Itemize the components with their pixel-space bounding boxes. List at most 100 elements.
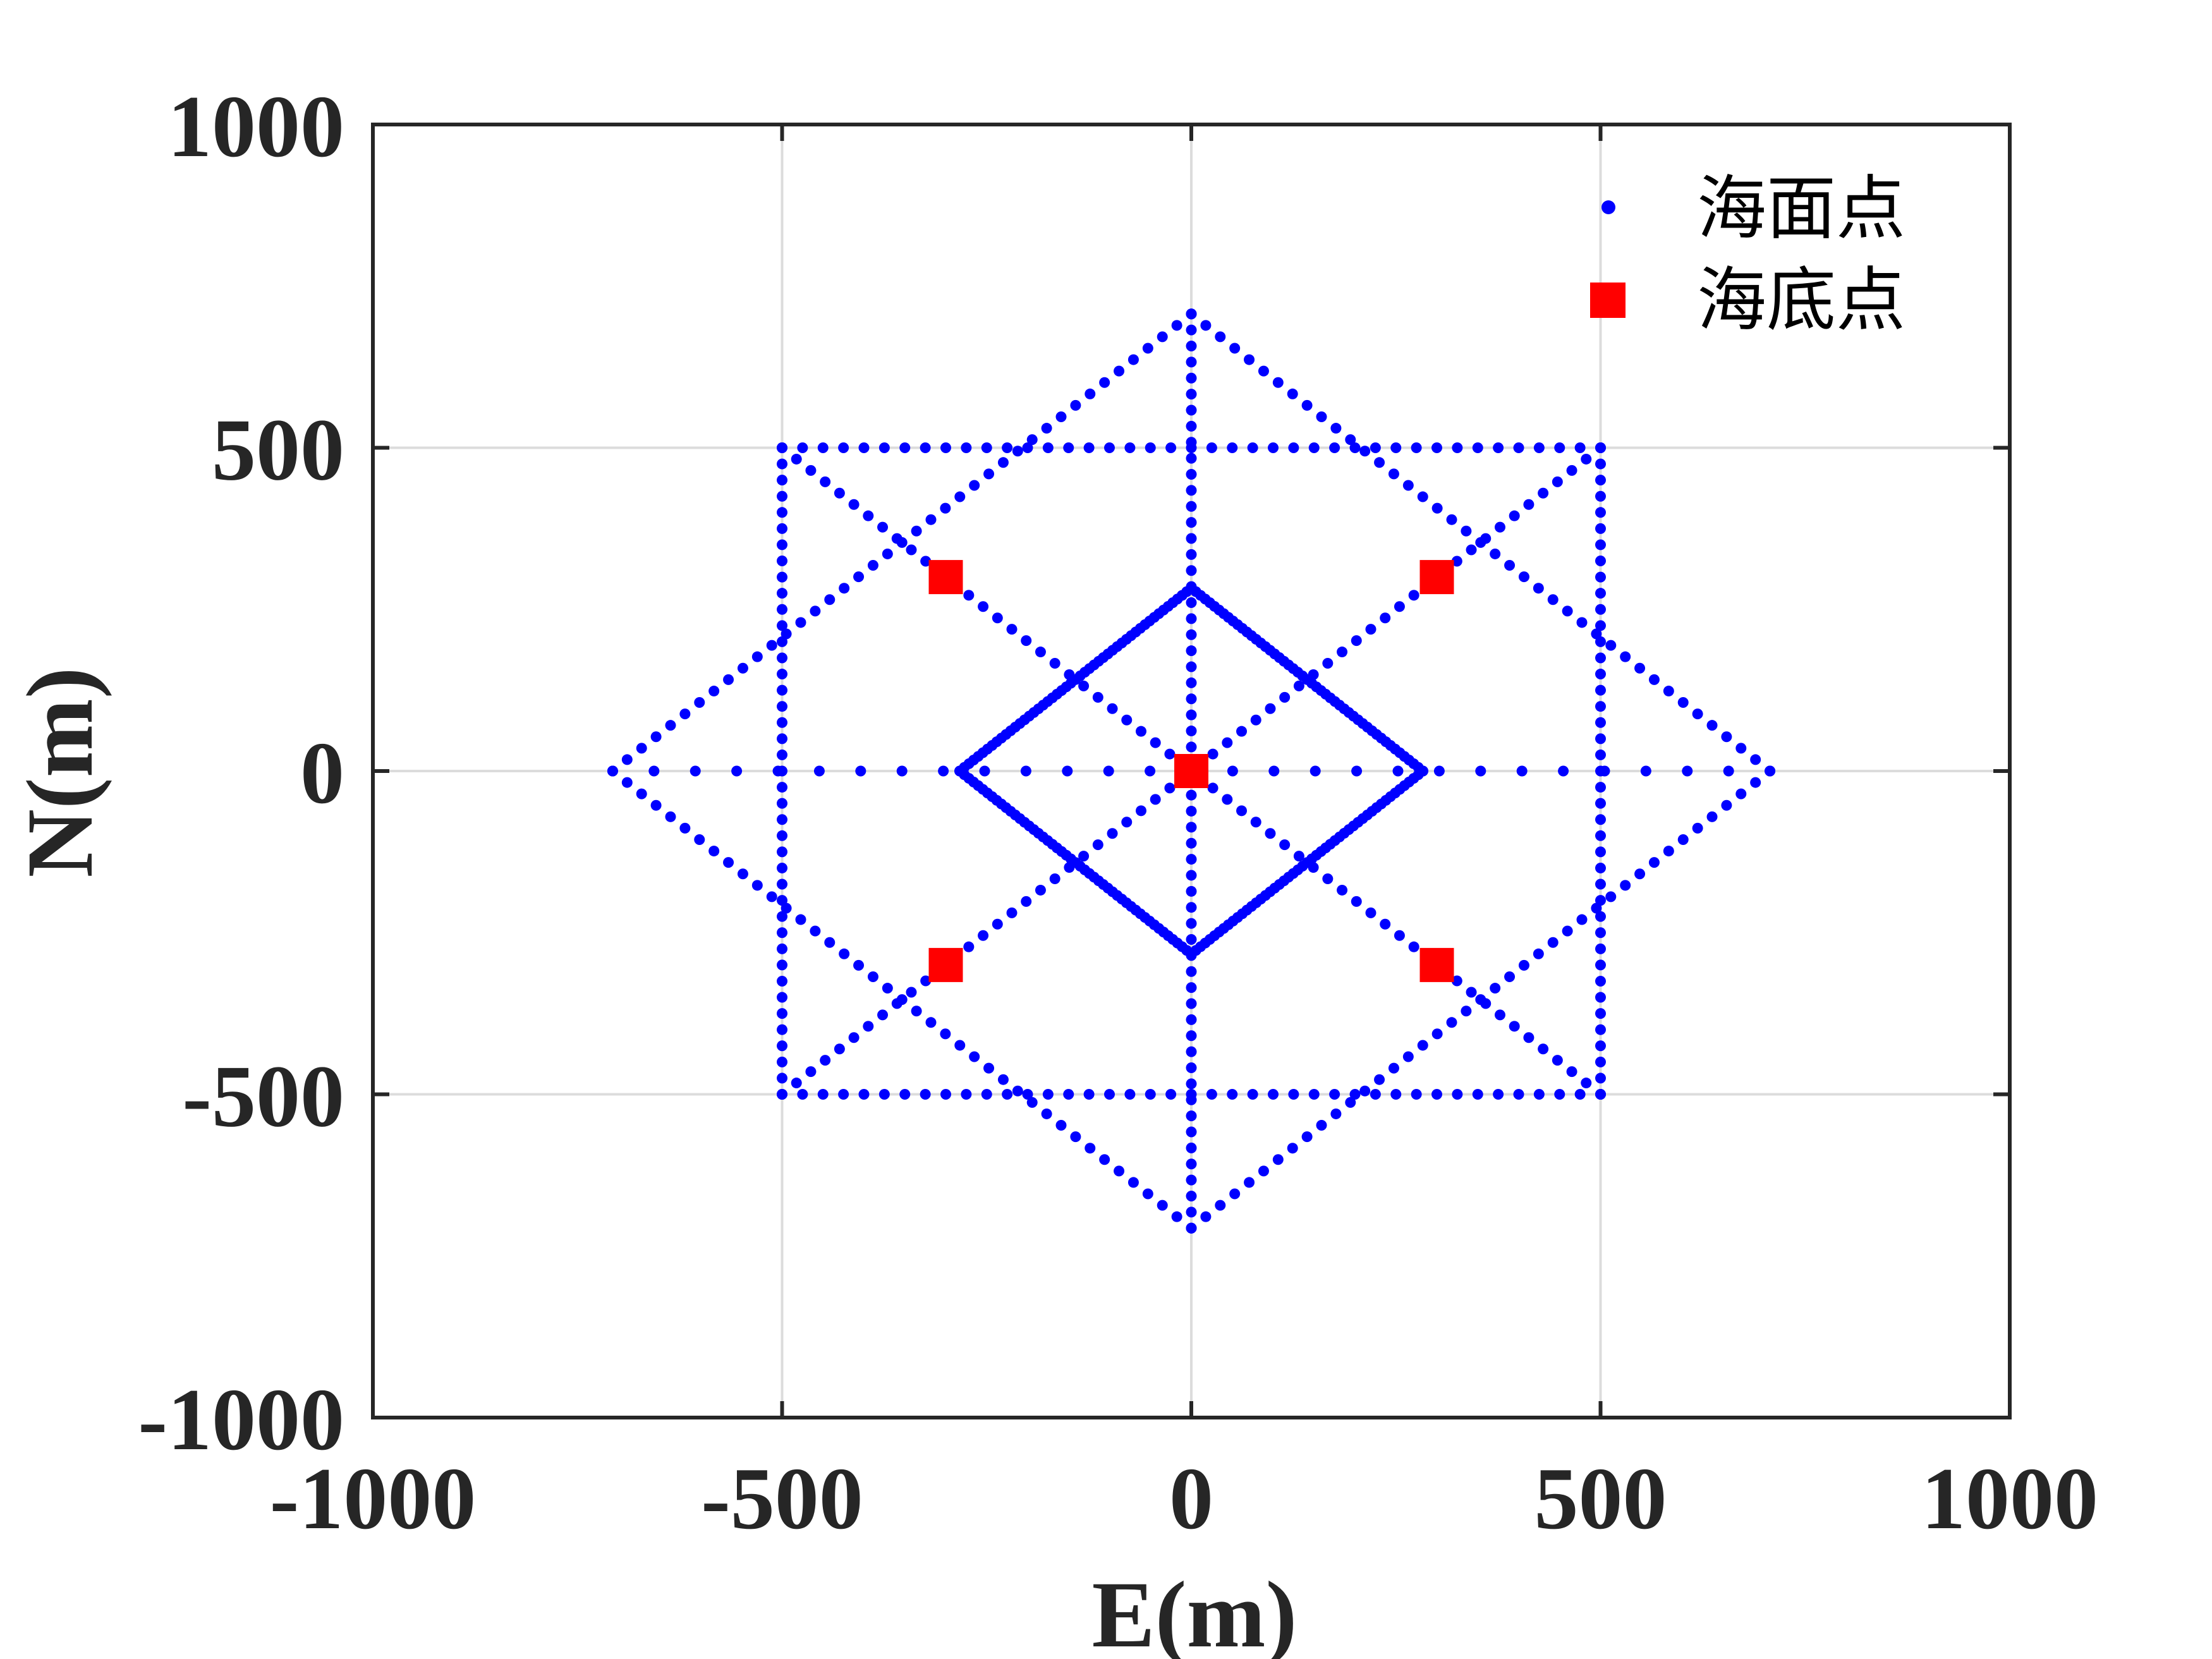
surface-point <box>1417 491 1428 502</box>
surface-point <box>1207 782 1218 794</box>
surface-point <box>1124 1089 1136 1100</box>
surface-point <box>1446 1017 1457 1028</box>
surface-point <box>1640 765 1651 777</box>
surface-point <box>969 1051 980 1062</box>
surface-point <box>1595 943 1606 954</box>
surface-point <box>1351 635 1362 647</box>
surface-point <box>777 927 787 939</box>
surface-point <box>1370 1089 1381 1100</box>
surface-point <box>810 605 821 617</box>
surface-point <box>1063 1089 1074 1100</box>
surface-point <box>1595 733 1606 744</box>
surface-point <box>848 1032 860 1043</box>
surface-point <box>1186 324 1197 336</box>
surface-point <box>1599 765 1610 777</box>
surface-point <box>1186 404 1197 416</box>
surface-point <box>817 1089 829 1100</box>
surface-point <box>1020 765 1031 777</box>
surface-point <box>1041 1108 1052 1119</box>
surface-point <box>1279 839 1291 851</box>
surface-point <box>1042 442 1054 453</box>
surface-point <box>1055 1120 1067 1131</box>
surface-point <box>1330 423 1342 434</box>
surface-point <box>983 468 995 480</box>
surface-point <box>1186 1014 1197 1025</box>
surface-point <box>1157 331 1168 343</box>
surface-point <box>1021 896 1032 907</box>
surface-point <box>1186 1030 1197 1042</box>
surface-point <box>1104 1089 1115 1100</box>
surface-point <box>1022 1089 1033 1100</box>
surface-point <box>1310 765 1321 777</box>
surface-point <box>1392 765 1404 777</box>
surface-point <box>1055 411 1067 422</box>
surface-point <box>1591 902 1602 914</box>
surface-point <box>1186 661 1197 672</box>
surface-point <box>1452 442 1463 453</box>
surface-point <box>1394 601 1405 612</box>
surface-point <box>1365 907 1376 918</box>
surface-point <box>858 442 870 453</box>
surface-point <box>805 465 817 476</box>
surface-point <box>1765 765 1776 777</box>
surface-point <box>1244 354 1255 365</box>
surface-point <box>1493 1089 1504 1100</box>
surface-point <box>1078 680 1090 691</box>
x-tick-label: 500 <box>1534 1450 1667 1548</box>
surface-point <box>1186 1062 1197 1073</box>
surface-point <box>1186 1046 1197 1057</box>
surface-point <box>648 765 660 777</box>
surface-point <box>1308 442 1320 453</box>
surface-point <box>1466 987 1477 998</box>
surface-point <box>1293 851 1304 862</box>
plot-area <box>607 308 1776 1234</box>
surface-point <box>1329 1089 1340 1100</box>
surface-point <box>1222 794 1233 805</box>
surface-point <box>891 533 902 544</box>
surface-point <box>694 834 705 845</box>
surface-point <box>920 442 931 453</box>
surface-point <box>777 733 787 744</box>
surface-point <box>1750 777 1761 788</box>
surface-point <box>1215 1200 1226 1211</box>
surface-point <box>1026 434 1038 446</box>
surface-point <box>992 612 1003 624</box>
legend: 海面点 海底点 <box>1590 168 1905 341</box>
surface-point <box>1186 453 1197 464</box>
surface-point <box>1142 1188 1153 1200</box>
surface-point <box>1186 549 1197 560</box>
seabed-point <box>928 560 963 595</box>
surface-point <box>1186 950 1197 961</box>
surface-point <box>636 743 647 754</box>
surface-point <box>777 539 787 550</box>
surface-point <box>1186 1222 1197 1234</box>
x-tick-label: -1000 <box>270 1450 477 1548</box>
surface-point <box>1706 811 1718 822</box>
surface-point <box>1523 1032 1534 1043</box>
surface-point <box>1595 620 1606 631</box>
surface-point <box>1605 640 1617 651</box>
surface-point <box>820 1055 831 1066</box>
surface-point <box>1186 885 1197 897</box>
surface-point <box>961 1089 972 1100</box>
surface-point <box>1121 817 1133 828</box>
surface-point <box>981 1089 992 1100</box>
surface-point <box>834 1043 845 1055</box>
surface-point <box>1186 501 1197 512</box>
surface-point <box>1288 442 1299 453</box>
surface-point <box>1145 442 1156 453</box>
surface-point <box>810 925 821 937</box>
surface-point <box>1127 1177 1139 1188</box>
surface-point <box>797 442 808 453</box>
surface-point <box>1142 343 1153 354</box>
surface-point <box>1078 851 1090 862</box>
surface-point <box>1417 765 1428 777</box>
surface-point <box>1287 388 1298 399</box>
surface-point <box>1370 442 1381 453</box>
surface-point <box>1595 523 1606 534</box>
surface-point <box>650 731 662 743</box>
surface-point <box>920 1089 931 1100</box>
surface-point <box>1581 1078 1592 1089</box>
surface-point <box>777 1056 787 1067</box>
